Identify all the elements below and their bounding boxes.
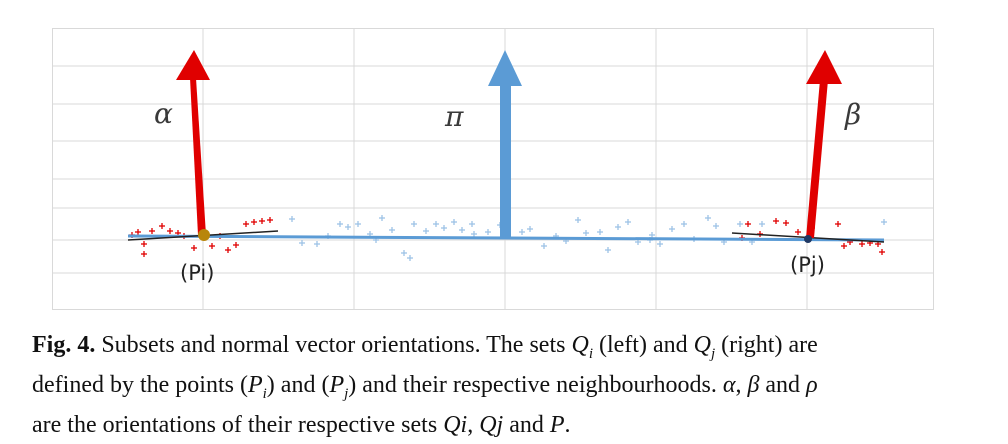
plus-marker-icon [759,221,765,227]
plus-marker-icon [401,250,407,256]
plus-marker-icon [881,219,887,225]
plus-marker-icon [423,228,429,234]
caption-line-3: are the orientations of their respective… [32,411,571,438]
plus-marker-icon [259,218,265,224]
blue-arrow-icon [488,50,522,238]
plus-marker-icon [657,241,663,247]
plus-marker-icon [191,245,197,251]
plus-marker-icon [649,232,655,238]
plus-marker-icon [859,241,865,247]
plus-marker-icon [541,243,547,249]
plus-marker-icon [314,241,320,247]
plus-marker-icon [451,219,457,225]
plus-marker-icon [597,229,603,235]
red-arrow-icon [806,50,842,238]
pj-point-label: (Pj) [790,253,825,277]
figure-caption: Fig. 4. Subsets and normal vector orient… [32,330,982,441]
plus-marker-icon [615,224,621,230]
plus-marker-icon [167,228,173,234]
plus-marker-icon [389,227,395,233]
plus-marker-icon [575,217,581,223]
figure-panel: α π β (Pi) (Pj) [52,28,934,310]
plus-marker-icon [433,221,439,227]
plus-marker-icon [149,228,155,234]
plus-marker-icon [267,217,273,223]
plus-marker-icon [879,249,885,255]
plus-marker-icon [379,215,385,221]
pi-point-label: (Pi) [180,261,214,285]
plus-marker-icon [209,243,215,249]
plus-marker-icon [225,247,231,253]
point-pi-marker [198,229,210,241]
plus-marker-icon [141,241,147,247]
plus-marker-icon [527,226,533,232]
plus-marker-icon [795,229,801,235]
plus-marker-icon [705,215,711,221]
plus-marker-icon [411,221,417,227]
plus-marker-icon [141,251,147,257]
plus-marker-icon [233,242,239,248]
plus-marker-icon [289,216,295,222]
point-pj-marker [804,235,812,243]
plus-marker-icon [355,221,361,227]
plus-marker-icon [605,247,611,253]
plus-marker-icon [835,221,841,227]
plus-marker-icon [251,219,257,225]
plus-marker-icon [345,224,351,230]
plus-marker-icon [299,240,305,246]
plus-marker-icon [841,243,847,249]
plus-marker-icon [485,229,491,235]
plus-marker-icon [713,223,719,229]
plus-marker-icon [669,226,675,232]
plus-marker-icon [681,221,687,227]
plus-marker-icon [469,221,475,227]
plus-marker-icon [737,221,743,227]
red-arrow-icon [176,50,210,235]
plus-marker-icon [625,219,631,225]
plus-marker-icon [519,229,525,235]
figure-canvas: α π β (Pi) (Pj) [52,28,934,310]
red-neighbour-points [129,217,885,257]
caption-line-1: Fig. 4. Subsets and normal vector orient… [32,332,818,362]
caption-line-2: defined by the points (Pi) and (Pj) and … [32,371,818,402]
plus-marker-icon [471,231,477,237]
plus-marker-icon [459,227,465,233]
plus-marker-icon [773,218,779,224]
figure-number: Fig. 4. [32,332,96,358]
plus-marker-icon [441,225,447,231]
pi-label: π [444,100,464,133]
plus-marker-icon [583,230,589,236]
beta-label: β [844,98,861,131]
plus-marker-icon [407,255,413,261]
plus-marker-icon [745,221,751,227]
plus-marker-icon [159,223,165,229]
plus-marker-icon [135,229,141,235]
plus-marker-icon [337,221,343,227]
alpha-label: α [154,97,173,130]
plus-marker-icon [243,221,249,227]
plus-marker-icon [783,220,789,226]
